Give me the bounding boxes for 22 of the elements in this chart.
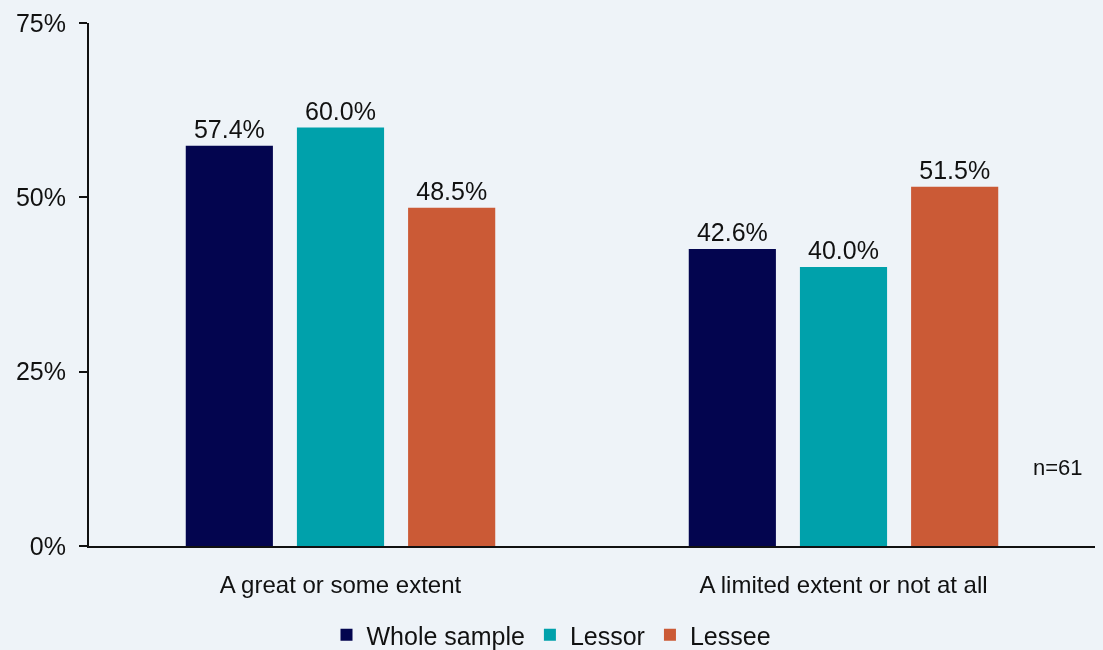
annotation: n=61 — [1033, 455, 1083, 480]
legend-label: Whole sample — [366, 621, 525, 650]
y-tick-label: 25% — [15, 357, 66, 386]
data-label: 57.4% — [193, 114, 265, 143]
bar — [408, 207, 496, 546]
bar — [688, 248, 776, 546]
data-label: 42.6% — [696, 217, 768, 246]
y-tick-label: 50% — [15, 183, 66, 212]
data-label: 51.5% — [919, 155, 991, 184]
legend-label: Lessor — [569, 621, 645, 650]
data-label: 40.0% — [808, 236, 879, 265]
y-tick-label: 0% — [29, 531, 66, 560]
bar — [296, 127, 385, 546]
y-tick-label: 75% — [15, 8, 66, 37]
x-tick-label: A limited extent or not at all — [699, 570, 988, 598]
bar — [185, 145, 273, 546]
bar — [911, 186, 999, 546]
data-label: 48.5% — [416, 176, 488, 205]
x-tick-label: A great or some extent — [219, 570, 462, 598]
data-label: 60.0% — [305, 96, 376, 125]
bar — [799, 267, 888, 546]
legend-label: Lessee — [689, 621, 771, 650]
